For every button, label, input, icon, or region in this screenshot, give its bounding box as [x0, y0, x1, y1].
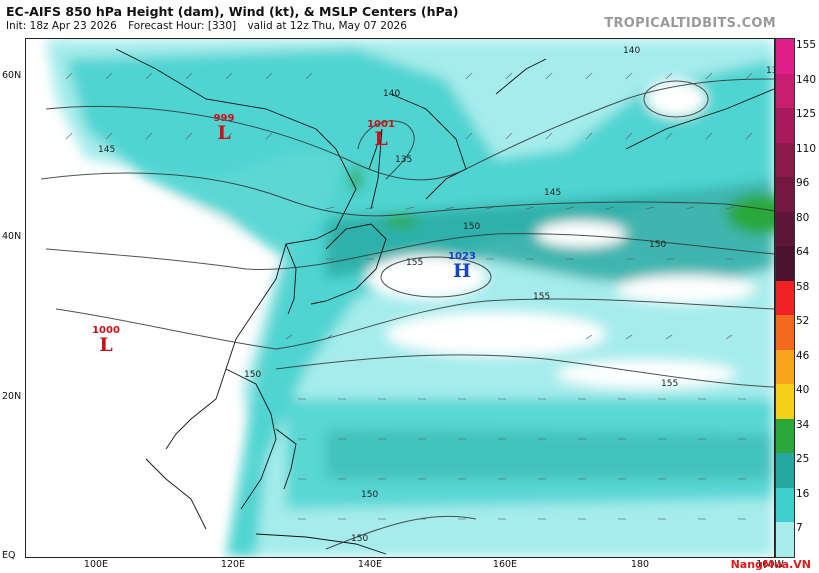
colorbar-label: 34: [796, 418, 810, 431]
colorbar-segment: [776, 211, 794, 248]
low-pressure-center: 999 L: [213, 113, 235, 144]
contour-label: 150: [463, 222, 480, 232]
contour-label: 150: [351, 534, 368, 544]
colorbar-label: 155: [796, 39, 817, 51]
coastlines: [115, 48, 774, 555]
contour-label: 145: [98, 145, 115, 155]
map-title: EC-AIFS 850 hPa Height (dam), Wind (kt),…: [6, 4, 459, 19]
colorbar-segment: [776, 246, 794, 282]
colorbar-segment: [776, 177, 794, 213]
colorbar-segment: [776, 73, 794, 110]
forecast-info: Init: 18z Apr 23 2026 Forecast Hour: [33…: [6, 20, 415, 32]
colorbar-segment: [776, 418, 794, 455]
init-time: Init: 18z Apr 23 2026: [6, 20, 117, 32]
height-contours: [40, 78, 774, 550]
valid-time: valid at 12z Thu, May 07 2026: [247, 20, 407, 32]
colorbar-segment: [776, 315, 794, 351]
lon-label: 100E: [83, 559, 109, 570]
contour-labels: 140 145 150 155 135 130 140 145 150 155 …: [98, 46, 774, 544]
colorbar-label: 110: [796, 142, 817, 155]
low-pressure-center: 1001 L: [367, 119, 395, 150]
map-canvas: 140 145 150 155 135 130 140 145 150 155 …: [26, 39, 774, 557]
contour-label: 135: [395, 155, 412, 165]
watermark-logo: NangMua.VN: [730, 558, 811, 571]
brand-logo: TROPICALTIDBITS.COM: [604, 16, 776, 31]
colorbar-label: 25: [796, 453, 810, 466]
colorbar-segment: [776, 108, 794, 144]
contour-label: 150: [244, 370, 261, 380]
contour-label: 150: [649, 240, 666, 250]
wind-barbs: [65, 72, 753, 520]
contour-label: 140: [383, 89, 400, 99]
colorbar-segment: [776, 280, 794, 317]
colorbar-label: 16: [796, 487, 810, 500]
contour-label: 155: [661, 379, 678, 389]
colorbar-label: 125: [796, 108, 817, 121]
forecast-hour: Forecast Hour: [330]: [128, 20, 237, 32]
colorbar-segment: [776, 384, 794, 420]
colorbar-label: 40: [796, 384, 810, 397]
lon-label: 140E: [357, 559, 383, 570]
contour-label: 130: [766, 66, 774, 76]
lon-label: 180: [630, 559, 650, 570]
lon-label: 160W: [756, 559, 784, 570]
contour-label: 140: [623, 46, 640, 56]
colorbar-label: 7: [796, 522, 803, 535]
colorbar-label: 46: [796, 349, 810, 362]
colorbar-label: 140: [796, 73, 817, 86]
colorbar-label: 52: [796, 315, 810, 328]
colorbar-segment: [776, 39, 794, 75]
wind-map: 140 145 150 155 135 130 140 145 150 155 …: [25, 38, 775, 558]
colorbar-label: 96: [796, 177, 810, 190]
contour-label: 155: [406, 258, 423, 268]
colorbar-segment: [776, 142, 794, 179]
wind-colorbar: [775, 38, 795, 558]
colorbar-segment: [776, 349, 794, 386]
colorbar-label: 80: [796, 211, 810, 224]
colorbar-segment: [776, 522, 794, 557]
colorbar-label: 64: [796, 246, 810, 259]
lat-label: EQ: [2, 550, 16, 561]
lon-label: 120E: [220, 559, 246, 570]
contour-label: 150: [361, 490, 378, 500]
colorbar-segment: [776, 487, 794, 524]
lon-label: 160E: [492, 559, 518, 570]
contour-label: 155: [533, 292, 550, 302]
lat-label: 40N: [2, 231, 22, 242]
lat-label: 60N: [2, 70, 22, 81]
colorbar-segment: [776, 453, 794, 489]
colorbar-label: 58: [796, 280, 810, 293]
lat-label: 20N: [2, 391, 22, 402]
high-pressure-center: 1023 H: [448, 251, 476, 282]
contour-label: 145: [544, 188, 561, 198]
low-pressure-center: 1000 L: [92, 325, 120, 356]
